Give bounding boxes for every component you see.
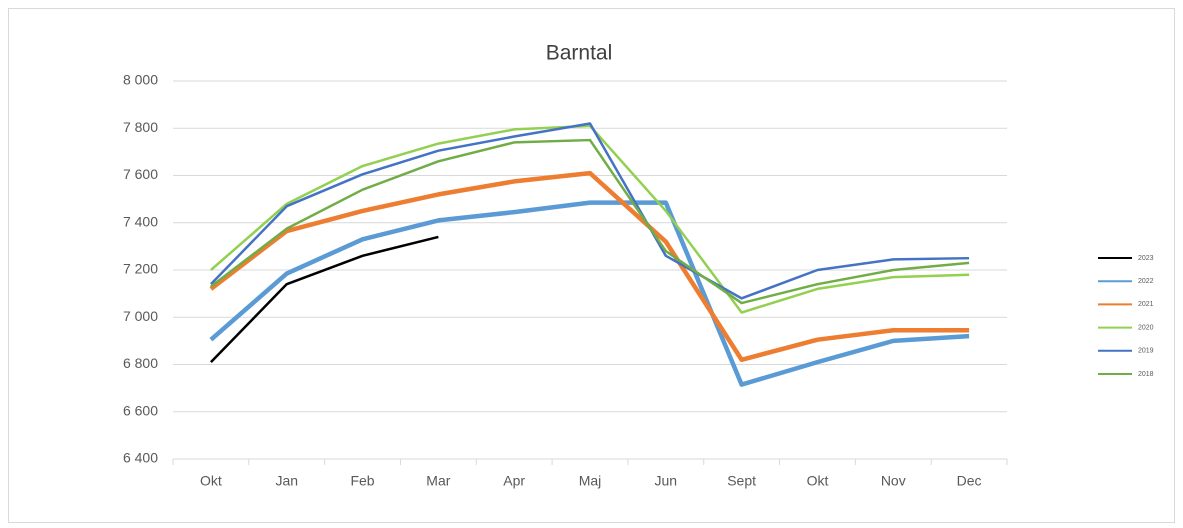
x-tick-label: Apr bbox=[503, 473, 525, 489]
x-tick-label: Okt bbox=[807, 473, 829, 489]
legend-label: 2018 bbox=[1138, 371, 1154, 378]
legend-label: 2020 bbox=[1138, 324, 1154, 331]
chart-title: Barntal bbox=[546, 42, 613, 65]
series-line bbox=[209, 200, 970, 387]
x-tick-label: Jan bbox=[275, 473, 298, 489]
y-tick-label: 6 800 bbox=[123, 355, 158, 371]
y-tick-label: 7 400 bbox=[123, 213, 158, 229]
legend-label: 2022 bbox=[1138, 278, 1154, 285]
y-tick-label: 7 800 bbox=[123, 119, 158, 135]
x-tick-label: Jun bbox=[655, 473, 678, 489]
x-tick-label: Feb bbox=[350, 473, 374, 489]
x-tick-label: Mar bbox=[426, 473, 450, 489]
y-tick-label: 6 400 bbox=[123, 450, 158, 466]
series-line bbox=[210, 138, 970, 305]
series-line bbox=[210, 122, 970, 300]
series-line bbox=[210, 235, 439, 364]
legend-label: 2021 bbox=[1138, 301, 1154, 308]
y-tick-label: 7 000 bbox=[123, 308, 158, 324]
x-tick-label: Dec bbox=[957, 473, 982, 489]
chart-border bbox=[8, 8, 1175, 523]
y-tick-label: 6 600 bbox=[123, 402, 158, 418]
y-tick-label: 7 200 bbox=[123, 261, 158, 277]
x-tick-label: Maj bbox=[579, 473, 602, 489]
legend-label: 2019 bbox=[1138, 348, 1154, 355]
x-tick-label: Sept bbox=[727, 473, 756, 489]
y-tick-label: 7 600 bbox=[123, 166, 158, 182]
y-tick-label: 8 000 bbox=[123, 72, 158, 88]
series-line bbox=[209, 170, 970, 363]
legend-label: 2023 bbox=[1138, 255, 1154, 262]
x-tick-label: Nov bbox=[881, 473, 906, 489]
x-tick-label: Okt bbox=[200, 473, 222, 489]
